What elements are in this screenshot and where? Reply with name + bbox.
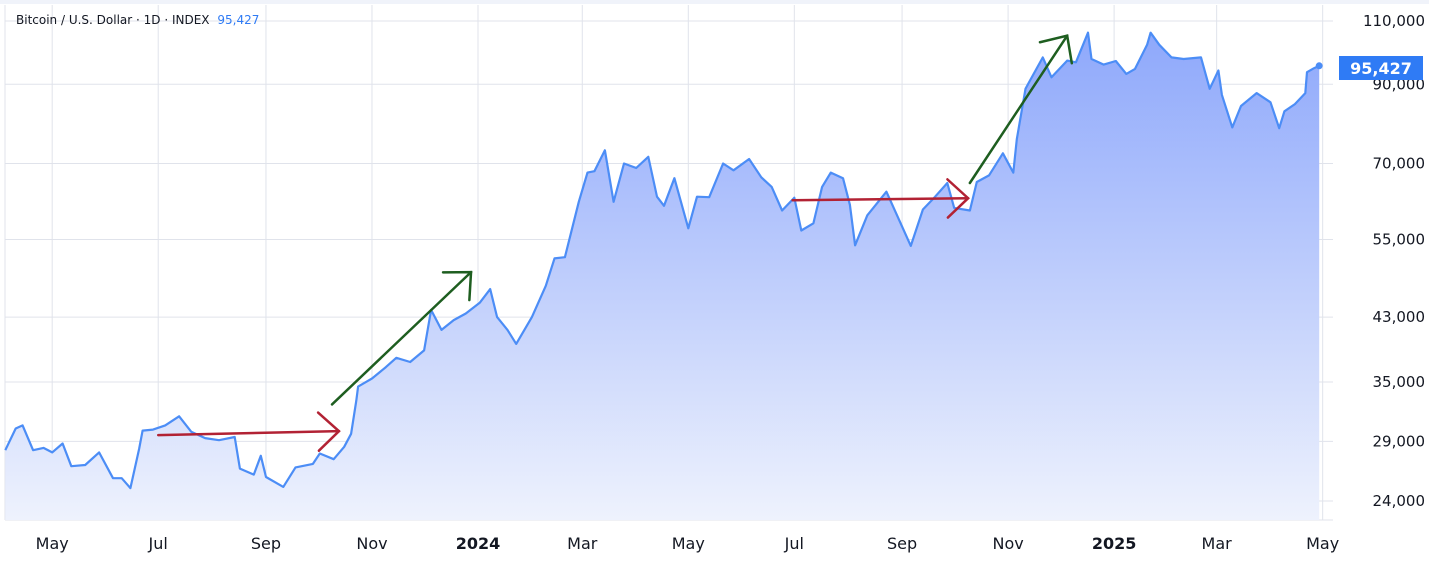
- y-tick-label: 55,000: [1373, 231, 1426, 249]
- y-tick-label: 35,000: [1373, 373, 1426, 391]
- arrow-head: [946, 178, 970, 219]
- x-tick-label: Nov: [356, 534, 387, 553]
- legend-last-value: 95,427: [217, 13, 260, 27]
- last-price-dot: [1315, 62, 1323, 70]
- x-tick-label: Sep: [251, 534, 281, 553]
- x-tick-label: 2024: [456, 534, 501, 553]
- arrow-shaft: [968, 34, 1069, 185]
- arrow-shaft: [791, 196, 970, 202]
- arrow-head: [441, 270, 473, 302]
- price-line: [4, 31, 1320, 490]
- y-tick-label: 24,000: [1373, 492, 1426, 510]
- arrow-head: [1038, 34, 1074, 65]
- symbol-legend: Bitcoin / U.S. Dollar · 1D · INDEX 95,42…: [16, 13, 259, 27]
- x-tick-label: May: [672, 534, 705, 553]
- y-tick-label: 110,000: [1363, 12, 1425, 30]
- x-tick-label: Jul: [784, 534, 804, 553]
- symbol-title: Bitcoin / U.S. Dollar · 1D · INDEX: [16, 13, 210, 27]
- x-axis[interactable]: May Jul Sep Nov 2024 Mar May Jul Sep Nov 2025 Mar Ma…: [36, 534, 1340, 553]
- x-tick-label: Mar: [567, 534, 598, 553]
- top-border: [0, 0, 1429, 4]
- y-tick-label: 43,000: [1373, 308, 1426, 326]
- last-price-tag-text: 95,427: [1350, 59, 1412, 78]
- x-tick-label: Jul: [148, 534, 168, 553]
- x-tick-label: Sep: [887, 534, 917, 553]
- x-tick-label: Nov: [992, 534, 1023, 553]
- x-tick-label: 2025: [1092, 534, 1137, 553]
- annotations: [156, 34, 1074, 452]
- y-tick-label: 29,000: [1373, 432, 1426, 450]
- x-tick-label: May: [1306, 534, 1339, 553]
- price-area-fill: [5, 32, 1320, 520]
- y-tick-label: 70,000: [1373, 154, 1426, 172]
- y-axis[interactable]: 24,00029,00035,00043,00055,00070,00090,0…: [1363, 12, 1425, 510]
- x-tick-label: May: [36, 534, 69, 553]
- arrow-head: [316, 411, 341, 452]
- x-tick-label: Mar: [1202, 534, 1233, 553]
- arrow-shaft: [330, 270, 473, 406]
- arrow-shaft: [156, 429, 341, 437]
- last-price-tag: 95,427: [1339, 56, 1423, 80]
